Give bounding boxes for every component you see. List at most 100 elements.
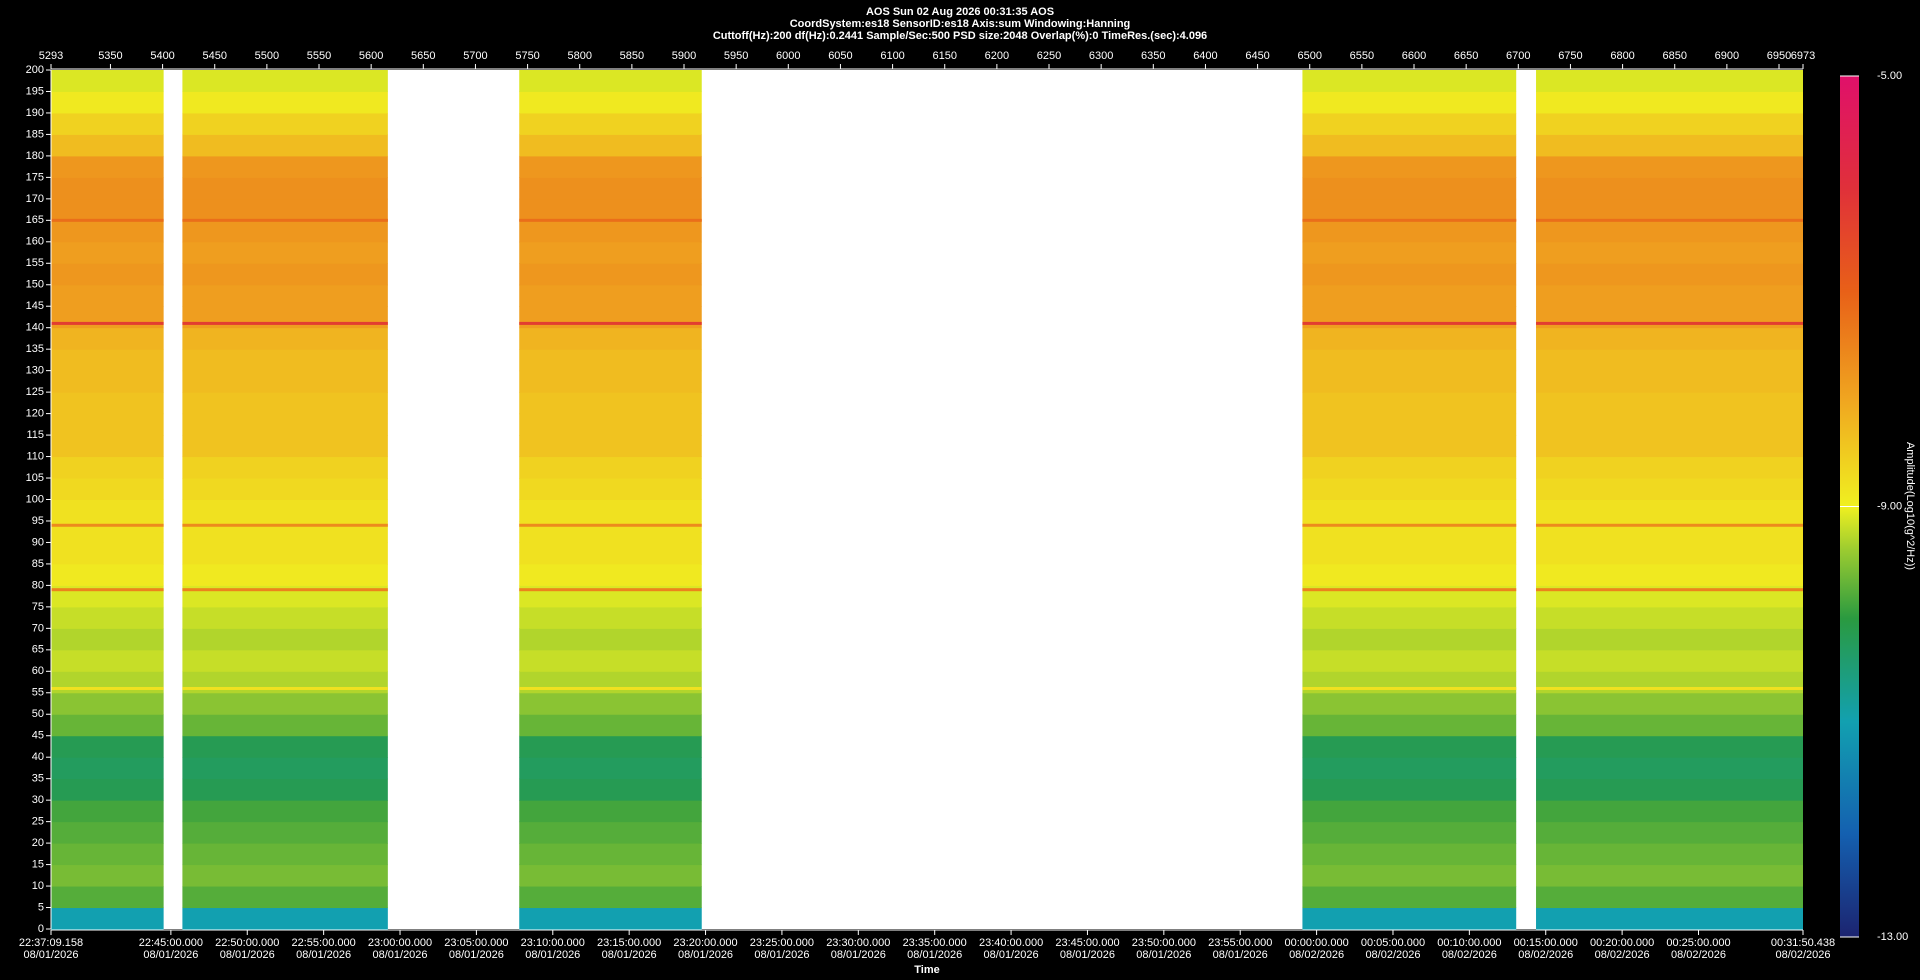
spectral-line <box>519 588 702 592</box>
spectrogram-cell <box>1302 714 1517 737</box>
spectrogram-cell <box>51 563 164 586</box>
spectrogram-cell <box>1536 886 1803 909</box>
spectrogram-cell <box>519 392 702 415</box>
spectrogram-cell <box>182 628 388 651</box>
spectrogram-cell <box>1536 563 1803 586</box>
spectrogram-cell <box>51 821 164 844</box>
colorbar-tick-label: -9.00 <box>1877 500 1902 512</box>
spectral-line <box>182 523 388 527</box>
spectrogram-cell <box>1302 757 1517 780</box>
spectrogram-cell <box>51 349 164 372</box>
time-tick-label: 00:31:50.438 <box>1771 937 1835 949</box>
spectrogram-cell <box>1302 370 1517 393</box>
spectrogram-cell <box>1302 628 1517 651</box>
spectrogram-cell <box>51 886 164 909</box>
spectrogram-cell <box>1302 220 1517 243</box>
y-tick-label: 55 <box>32 687 44 699</box>
spectrogram-cell <box>519 70 702 92</box>
spectrogram-cell <box>51 757 164 780</box>
spectral-line <box>1302 523 1517 527</box>
spectrogram-cell <box>51 478 164 500</box>
spectrogram-cell <box>182 542 388 565</box>
spectral-line <box>51 218 164 222</box>
y-tick-label: 125 <box>26 386 44 398</box>
spectrogram-cell <box>519 456 702 479</box>
spectrogram-cell <box>519 692 702 715</box>
time-tick-date: 08/01/2026 <box>372 949 427 961</box>
spectrogram-cell <box>1536 692 1803 715</box>
spectrogram-cell <box>51 606 164 629</box>
time-tick-date: 08/01/2026 <box>1136 949 1191 961</box>
spectrogram-cell <box>51 499 164 522</box>
spectrogram-cell <box>51 392 164 415</box>
spectrogram-cell <box>182 821 388 844</box>
spectrogram-cell <box>182 886 388 909</box>
time-tick-date: 08/01/2026 <box>23 949 78 961</box>
x-tick-label: 6350 <box>1141 50 1165 62</box>
spectrogram-cell <box>51 327 164 350</box>
spectrogram-cell <box>182 778 388 801</box>
spectrogram-cell <box>182 370 388 393</box>
time-tick-date: 08/01/2026 <box>143 949 198 961</box>
spectral-line <box>182 686 388 690</box>
spectrogram-cell <box>51 456 164 479</box>
spectrogram-cell <box>1536 413 1803 436</box>
spectrogram-cell <box>51 907 164 930</box>
time-tick-label: 23:25:00.000 <box>750 937 814 949</box>
spectrogram-cell <box>1302 456 1517 479</box>
x-tick-label: 6300 <box>1089 50 1113 62</box>
spectrogram-cell <box>1536 606 1803 629</box>
y-tick-label: 50 <box>32 708 44 720</box>
spectral-line <box>1302 588 1517 592</box>
time-tick-label: 23:15:00.000 <box>597 937 661 949</box>
spectrogram-cell <box>1302 692 1517 715</box>
time-tick-label: 00:15:00.000 <box>1514 937 1578 949</box>
y-tick-label: 100 <box>26 493 44 505</box>
spectrogram-cell <box>182 263 388 286</box>
spectrogram-cell <box>182 155 388 178</box>
spectrogram-cell <box>519 886 702 909</box>
x-axis-label: Time <box>914 964 939 976</box>
x-tick-label: 5950 <box>724 50 748 62</box>
y-tick-label: 145 <box>26 300 44 312</box>
spectrogram-cell <box>51 864 164 887</box>
spectrogram-cell <box>182 843 388 866</box>
spectrogram-cell <box>182 284 388 307</box>
spectrogram-cell <box>1302 864 1517 887</box>
time-tick-label: 23:35:00.000 <box>903 937 967 949</box>
x-tick-label: 5600 <box>359 50 383 62</box>
x-tick-label: 6450 <box>1245 50 1269 62</box>
y-tick-label: 90 <box>32 536 44 548</box>
time-tick-label: 22:55:00.000 <box>292 937 356 949</box>
x-tick-label: 6050 <box>828 50 852 62</box>
spectrogram-cell <box>519 907 702 930</box>
spectrogram-cell <box>519 563 702 586</box>
spectral-line <box>1536 686 1803 690</box>
spectrogram-cell <box>519 134 702 157</box>
time-tick-label: 00:05:00.000 <box>1361 937 1425 949</box>
y-tick-label: 130 <box>26 365 44 377</box>
y-tick-label: 95 <box>32 515 44 527</box>
spectrogram-cell <box>51 220 164 243</box>
x-tick-label: 5850 <box>620 50 644 62</box>
spectrogram-cell <box>519 327 702 350</box>
spectral-line <box>519 686 702 690</box>
y-tick-label: 45 <box>32 730 44 742</box>
y-tick-label: 110 <box>26 450 44 462</box>
time-tick-label: 23:30:00.000 <box>826 937 890 949</box>
y-tick-label: 75 <box>32 601 44 613</box>
spectrogram-cell <box>1536 370 1803 393</box>
spectrogram-cell <box>1302 907 1517 930</box>
spectrogram-cell <box>51 91 164 114</box>
time-tick-label: 22:37:09.158 <box>19 937 83 949</box>
spectral-line <box>1302 218 1517 222</box>
x-tick-label: 5700 <box>463 50 487 62</box>
spectral-line <box>51 321 164 325</box>
time-tick-date: 08/01/2026 <box>1213 949 1268 961</box>
time-tick-date: 08/02/2026 <box>1289 949 1344 961</box>
spectrogram-cell <box>519 413 702 436</box>
spectrogram-cell <box>1536 499 1803 522</box>
time-tick-date: 08/02/2026 <box>1671 949 1726 961</box>
spectrogram-cell <box>1302 778 1517 801</box>
